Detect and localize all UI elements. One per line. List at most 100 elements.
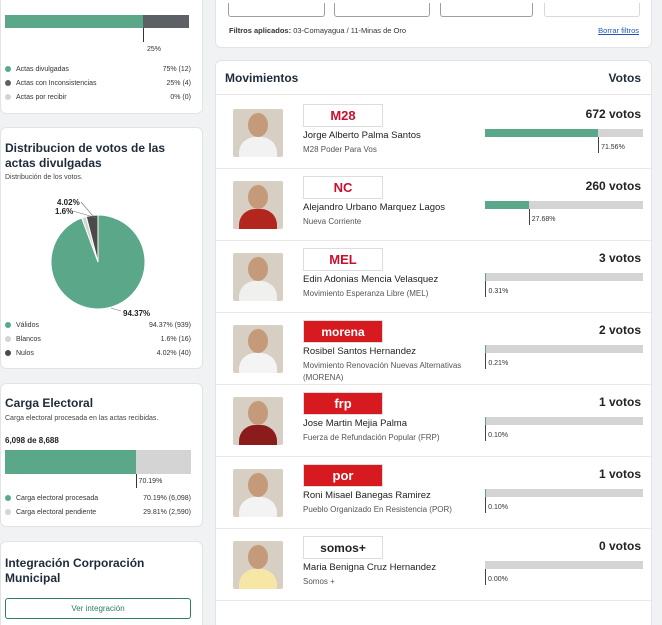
integracion-card: Integración Corporación Municipal Ver in… <box>0 541 203 625</box>
candidate-party: Somos + <box>303 577 335 586</box>
carga-progress-bar <box>5 450 191 474</box>
party-logo: frp <box>303 392 383 415</box>
legend-item: Actas con Inconsistencias 25% (4) <box>5 76 191 90</box>
candidate-percent: 0.31% <box>488 288 509 295</box>
legend-label: Actas divulgadas <box>16 65 69 73</box>
ver-integracion-button[interactable]: Ver integración <box>5 598 191 619</box>
legend-dot <box>5 495 11 501</box>
candidate-shirt <box>239 353 277 373</box>
legend-item: Válidos 94.37% (939) <box>5 318 191 332</box>
candidate-name: Roni Misael Banegas Ramirez <box>303 490 431 501</box>
candidate-row[interactable]: morena Rosibel Santos Hernandez Movimiento… <box>216 313 651 385</box>
legend-label: Carga electoral procesada <box>16 494 99 502</box>
legend-dot <box>5 336 11 342</box>
votos-column-header: Votos <box>608 71 641 85</box>
candidate-bar-marker <box>485 425 487 441</box>
candidate-votes: 3 votos <box>598 251 641 265</box>
actas-legend: Actas divulgadas 75% (12) Actas con Incon… <box>5 62 191 104</box>
actas-progress-bar <box>5 15 189 28</box>
candidate-head <box>248 545 268 569</box>
legend-dot <box>5 322 11 328</box>
legend-label: Nulos <box>16 349 34 357</box>
filter-select[interactable] <box>544 3 640 17</box>
party-logo: MEL <box>303 248 383 271</box>
legend-label: Carga electoral pendiente <box>16 508 97 516</box>
candidate-row[interactable]: frp Jose Martin Mejia Palma Fuerza de Refu… <box>216 385 651 457</box>
party-logo: morena <box>303 320 383 343</box>
legend-dot <box>5 66 11 72</box>
carga-bar-percent: 70.19% <box>138 478 163 485</box>
carga-bar-marker <box>135 474 137 488</box>
legend-dot <box>5 509 11 515</box>
candidate-percent: 0.10% <box>488 504 509 511</box>
candidate-row[interactable]: M28 Jorge Alberto Palma Santos M28 Poder P… <box>216 97 651 169</box>
movimientos-header: Movimientos Votos <box>216 61 651 95</box>
distribucion-subtitle: Distribución de los votos. <box>5 174 83 181</box>
legend-dot <box>5 94 11 100</box>
filter-select[interactable] <box>228 3 325 17</box>
legend-label: Actas por recibir <box>16 93 67 101</box>
movimientos-card: Movimientos Votos M28 Jorge Alberto Palma… <box>215 60 652 625</box>
legend-item: Blancos 1.6% (16) <box>5 332 191 346</box>
legend-item: Nulos 4.02% (40) <box>5 346 191 360</box>
candidate-row[interactable]: somos+ Maria Benigna Cruz Hernandez Somos … <box>216 529 651 601</box>
actas-divulgadas-fill <box>5 15 143 28</box>
candidate-photo <box>233 541 283 589</box>
distribucion-title: Distribucion de votos de las actas divul… <box>5 141 166 170</box>
candidate-party: Movimiento Esperanza Libre (MEL) <box>303 289 429 298</box>
candidate-bar-marker <box>485 353 487 369</box>
party-logo: M28 <box>303 104 383 127</box>
candidate-row[interactable]: por Roni Misael Banegas Ramirez Pueblo Org… <box>216 457 651 529</box>
candidate-bar-marker <box>598 137 600 153</box>
filter-select[interactable] <box>440 3 533 17</box>
filter-select[interactable] <box>334 3 430 17</box>
filtros-label: Filtros aplicados: <box>229 26 292 35</box>
legend-label: Actas con Inconsistencias <box>16 79 97 87</box>
pie-label-blancos-leader <box>72 210 98 219</box>
candidate-vote-bar <box>485 417 643 425</box>
candidate-head <box>248 473 268 497</box>
carga-procesada-fill <box>5 450 136 474</box>
candidate-row[interactable]: MEL Edin Adonias Mencia Velasquez Movimien… <box>216 241 651 313</box>
candidate-party: Movimiento Renovación Nuevas Alternativa… <box>303 361 462 382</box>
borrar-filtros-link[interactable]: Borrar filtros <box>598 26 639 35</box>
candidate-name: Maria Benigna Cruz Hernandez <box>303 562 437 573</box>
legend-value: 4.02% (40) <box>156 349 191 357</box>
filters-card: Filtros aplicados: 03-Comayagua / 11-Min… <box>215 0 652 48</box>
candidate-head <box>248 329 268 353</box>
distribucion-legend: Válidos 94.37% (939) Blancos 1.6% (16) Nul… <box>5 318 191 360</box>
legend-value: 75% (12) <box>162 65 191 73</box>
candidate-vote-fill <box>485 129 599 137</box>
candidate-shirt <box>239 281 277 301</box>
candidate-vote-bar <box>485 345 643 353</box>
actas-card: 25% Actas divulgadas 75% (12) Actas con I… <box>0 0 203 114</box>
candidate-votes: 0 votos <box>598 539 641 553</box>
legend-value: 1.6% (16) <box>160 335 191 343</box>
candidate-shirt <box>239 137 277 157</box>
legend-item: Actas divulgadas 75% (12) <box>5 62 191 76</box>
candidate-percent: 27.68% <box>531 216 556 223</box>
legend-item: Carga electoral procesada 70.19% (6,098) <box>5 491 191 505</box>
candidate-name: Jorge Alberto Palma Santos <box>303 130 421 141</box>
party-logo: NC <box>303 176 383 199</box>
candidate-votes: 672 votos <box>585 107 641 121</box>
candidate-photo <box>233 109 283 157</box>
filtros-aplicados: Filtros aplicados: 03-Comayagua / 11-Min… <box>229 26 406 35</box>
pie-label-nulos: 4.02% <box>57 198 80 207</box>
votes-pie-chart: 94.37% 4.02%1.6% <box>50 198 150 318</box>
legend-value: 29.81% (2,590) <box>143 508 191 516</box>
pie-label-validos-leader <box>110 307 122 312</box>
carga-electoral-card: Carga Electoral Carga electoral procesad… <box>0 383 203 527</box>
candidate-vote-fill <box>485 201 529 209</box>
candidate-photo <box>233 397 283 445</box>
candidate-shirt <box>239 569 277 589</box>
legend-value: 25% (4) <box>166 79 191 87</box>
candidate-vote-bar <box>485 273 643 281</box>
pie-label-blancos: 1.6% <box>55 207 73 216</box>
candidate-row[interactable]: NC Alejandro Urbano Marquez Lagos Nueva Co… <box>216 169 651 241</box>
candidate-percent: 0.21% <box>488 360 509 367</box>
candidate-shirt <box>239 209 277 229</box>
candidate-photo <box>233 181 283 229</box>
candidate-votes: 1 votos <box>598 395 641 409</box>
candidate-party: M28 Poder Para Vos <box>303 145 377 154</box>
